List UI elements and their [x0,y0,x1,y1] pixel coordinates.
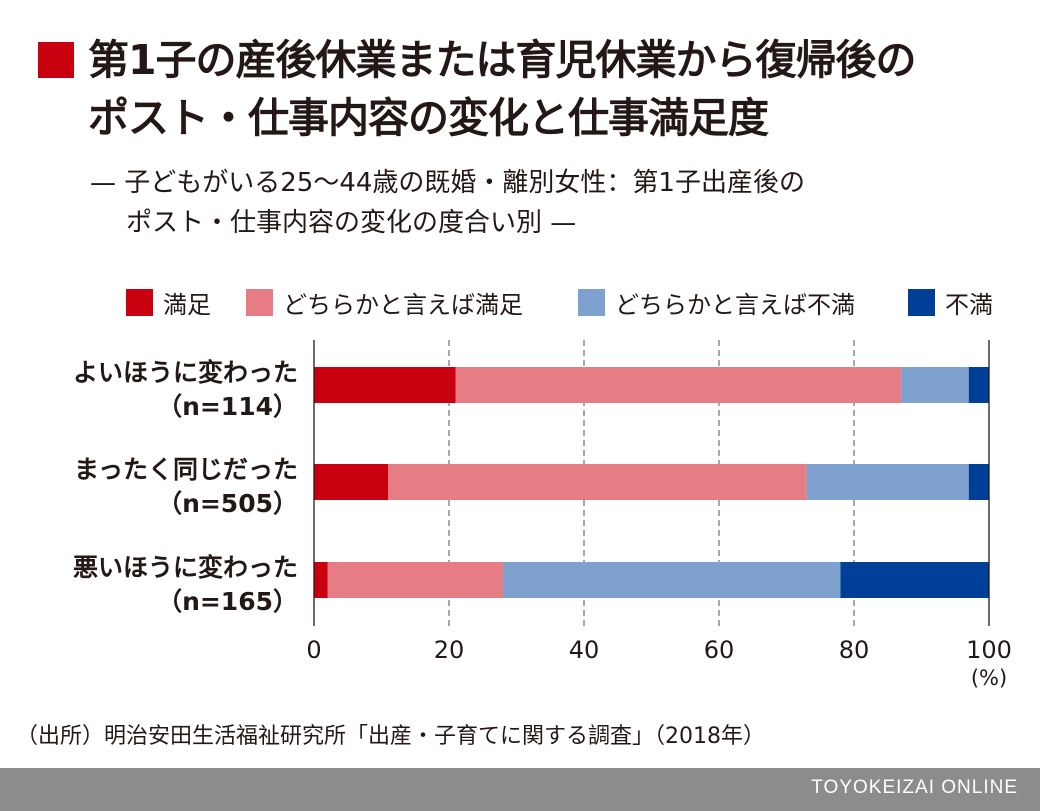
bar-segment [901,367,969,403]
legend-label: どちらかと言えば不満 [615,290,855,319]
bar-segment [314,367,456,403]
legend-item-dissatisfied: 不満 [908,286,993,319]
chart-subtitle-line-1: — 子どもがいる25～44歳の既婚・離別女性：第1子出産後の [90,168,805,198]
bar-segment [806,464,969,500]
legend-label: どちらかと言えば満足 [283,290,523,319]
category-label: よいほうに変わった [73,358,298,387]
legend-swatch [126,288,153,316]
source-note: （出所）明治安田生活福祉研究所「出産・子育てに関する調査」（2018年） [16,724,765,749]
x-tick-label: 60 [704,636,735,664]
bar-segment [968,367,989,403]
bar-segment [327,562,503,598]
category-label: まったく同じだった [74,455,298,484]
bar-segment [503,562,841,598]
bar-segment [840,562,989,598]
category-n-label: （n=114） [157,392,298,421]
category-label: 悪いほうに変わった [73,553,298,582]
bar-segment [388,464,807,500]
legend-item-somewhat-satisfied: どちらかと言えば満足 [246,286,523,319]
bar-segment [314,562,328,598]
title-marker [38,42,74,78]
legend-swatch [246,288,273,316]
legend-label: 満足 [163,290,211,319]
chart-title-line-1: 第1子の産後休業または育児休業から復帰後の [88,36,917,84]
x-tick-label: 40 [569,636,600,664]
x-tick-label: 20 [434,636,465,664]
footer-brand: TOYOKEIZAI ONLINE [811,777,1018,798]
legend-swatch [578,288,605,316]
x-tick-label: 100 [966,636,1012,664]
category-n-label: （n=165） [157,587,298,616]
bar-segment [455,367,902,403]
legend-label: 不満 [945,290,993,319]
footer-bar: TOYOKEIZAI ONLINE [0,768,1040,811]
chart-legend: 満足 どちらかと言えば満足 どちらかと言えば不満 不満 [0,286,1040,319]
x-unit-label: (%) [971,666,1007,690]
bar-segment [968,464,989,500]
chart-subtitle-line-2: ポスト・仕事内容の変化の度合い別 — [126,208,577,238]
legend-swatch [908,288,935,316]
legend-item-satisfied: 満足 [126,286,211,319]
bar-segment [314,464,389,500]
category-n-label: （n=505） [157,489,298,518]
legend-item-somewhat-dissatisfied: どちらかと言えば不満 [578,286,855,319]
chart-title-line-2: ポスト・仕事内容の変化と仕事満足度 [88,94,769,142]
x-tick-label: 80 [839,636,870,664]
stacked-bar-chart: よいほうに変わった （n=114） まったく同じだった （n=505） 悪いほうに変わっ… [73,340,1012,690]
x-tick-label: 0 [306,636,321,664]
